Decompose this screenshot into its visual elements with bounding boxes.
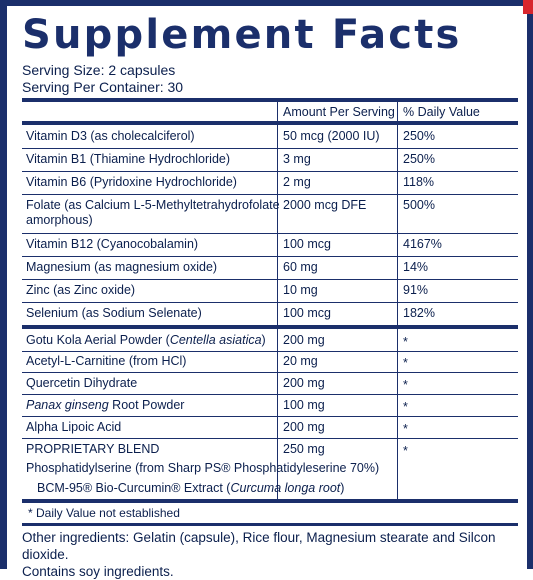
nutrient-name: Magnesium (as magnesium oxide) xyxy=(26,260,218,274)
blend-amount: 250 mg xyxy=(283,442,325,456)
nutrient-amount: 2 mg xyxy=(283,175,311,189)
nutrient-amount: 3 mg xyxy=(283,152,311,166)
nutrient-name: Vitamin B1 (Thiamine Hydrochloride) xyxy=(26,152,231,166)
dv-asterisk: * xyxy=(403,400,408,414)
nutrient-name: Vitamin B12 (Cyanocobalamin) xyxy=(26,237,199,251)
ingredient-name: Gotu Kola Aerial Powder (Centella asiati… xyxy=(26,333,266,347)
row-divider xyxy=(22,302,518,303)
blend-component: Phosphatidylserine (from Sharp PS® Phosp… xyxy=(26,461,380,475)
nutrient-dv: 14% xyxy=(403,260,429,274)
section-rule xyxy=(22,499,518,503)
nutrient-amount: 10 mg xyxy=(283,283,318,297)
nutrient-dv: 91% xyxy=(403,283,429,297)
panel-title: Supplement Facts xyxy=(22,12,462,58)
amount-header: Amount Per Serving xyxy=(283,105,395,119)
footer-rule xyxy=(22,523,518,526)
header-bottom-rule xyxy=(22,121,518,125)
nutrient-name: Zinc (as Zinc oxide) xyxy=(26,283,136,297)
dv-asterisk: * xyxy=(403,422,408,436)
header-rule xyxy=(22,98,518,102)
blend-component: BCM-95® Bio-Curcumin® Extract (Curcuma l… xyxy=(37,481,345,495)
row-divider xyxy=(22,233,518,234)
row-divider xyxy=(22,148,518,149)
dv-header: % Daily Value xyxy=(403,105,480,119)
dv-asterisk: * xyxy=(403,444,408,458)
column-rule-dv xyxy=(397,102,398,501)
ingredient-name: Quercetin Dihydrate xyxy=(26,376,138,390)
row-divider xyxy=(22,416,518,417)
ingredient-amount: 200 mg xyxy=(283,376,325,390)
dv-asterisk: * xyxy=(403,378,408,392)
blend-name: PROPRIETARY BLEND xyxy=(26,442,160,456)
nutrient-amount: 60 mg xyxy=(283,260,318,274)
serving-size: Serving Size: 2 capsules xyxy=(22,62,176,78)
other-ingredients-text: Other ingredients: Gelatin (capsule), Ri… xyxy=(22,530,496,562)
dv-footnote: * Daily Value not established xyxy=(28,506,180,520)
nutrient-dv: 500% xyxy=(403,198,435,212)
ingredient-amount: 200 mg xyxy=(283,420,325,434)
section-rule xyxy=(22,325,518,329)
nutrient-name: Vitamin D3 (as cholecalciferol) xyxy=(26,129,195,143)
nutrient-dv: 118% xyxy=(403,175,435,189)
nutrient-amount: 50 mcg (2000 IU) xyxy=(283,129,380,143)
nutrient-dv: 4167% xyxy=(403,237,442,251)
row-divider xyxy=(22,351,518,352)
row-divider xyxy=(22,394,518,395)
ingredient-name: Acetyl-L-Carnitine (from HCl) xyxy=(26,354,187,368)
nutrient-dv: 250% xyxy=(403,152,435,166)
column-rule-amount xyxy=(277,102,278,501)
corner-accent xyxy=(523,0,533,14)
dv-asterisk: * xyxy=(403,335,408,349)
nutrient-amount: 100 mcg xyxy=(283,237,331,251)
ingredient-amount: 20 mg xyxy=(283,354,318,368)
ingredient-name: Alpha Lipoic Acid xyxy=(26,420,122,434)
nutrient-amount: 2000 mcg DFE xyxy=(283,198,367,212)
nutrient-dv: 250% xyxy=(403,129,435,143)
row-divider xyxy=(22,256,518,257)
row-divider xyxy=(22,279,518,280)
allergen-statement: Contains soy ingredients. xyxy=(22,564,174,579)
ingredient-amount: 200 mg xyxy=(283,333,325,347)
nutrient-name: Folate (as Calcium L-5-Methyltetrahydrof… xyxy=(26,198,280,212)
ingredient-name: Panax ginseng Root Powder xyxy=(26,398,185,412)
nutrient-name: Vitamin B6 (Pyridoxine Hydrochloride) xyxy=(26,175,237,189)
ingredient-amount: 100 mg xyxy=(283,398,325,412)
nutrient-name-cont: amorphous) xyxy=(26,213,93,227)
row-divider xyxy=(22,171,518,172)
nutrient-dv: 182% xyxy=(403,306,435,320)
row-divider xyxy=(22,372,518,373)
dv-asterisk: * xyxy=(403,356,408,370)
row-divider xyxy=(22,438,518,439)
row-divider xyxy=(22,194,518,195)
nutrient-amount: 100 mcg xyxy=(283,306,331,320)
servings-per-container: Serving Per Container: 30 xyxy=(22,79,184,95)
nutrient-name: Selenium (as Sodium Selenate) xyxy=(26,306,202,320)
other-ingredients: Other ingredients: Gelatin (capsule), Ri… xyxy=(22,529,522,580)
